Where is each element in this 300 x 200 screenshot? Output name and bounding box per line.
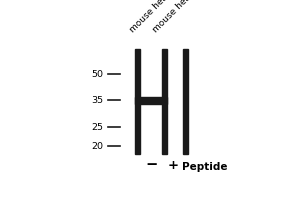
Text: +: +	[168, 159, 179, 172]
Bar	[135, 49, 140, 154]
Text: mouse heart: mouse heart	[128, 0, 175, 35]
Text: 20: 20	[92, 142, 104, 151]
Text: −: −	[145, 157, 158, 172]
Text: Peptide: Peptide	[182, 162, 228, 172]
Bar	[135, 97, 167, 104]
Text: 25: 25	[92, 123, 104, 132]
Text: 35: 35	[92, 96, 104, 105]
Text: 50: 50	[92, 70, 104, 79]
Bar	[162, 49, 167, 154]
Bar	[183, 49, 188, 154]
Text: mouse heart: mouse heart	[151, 0, 198, 35]
